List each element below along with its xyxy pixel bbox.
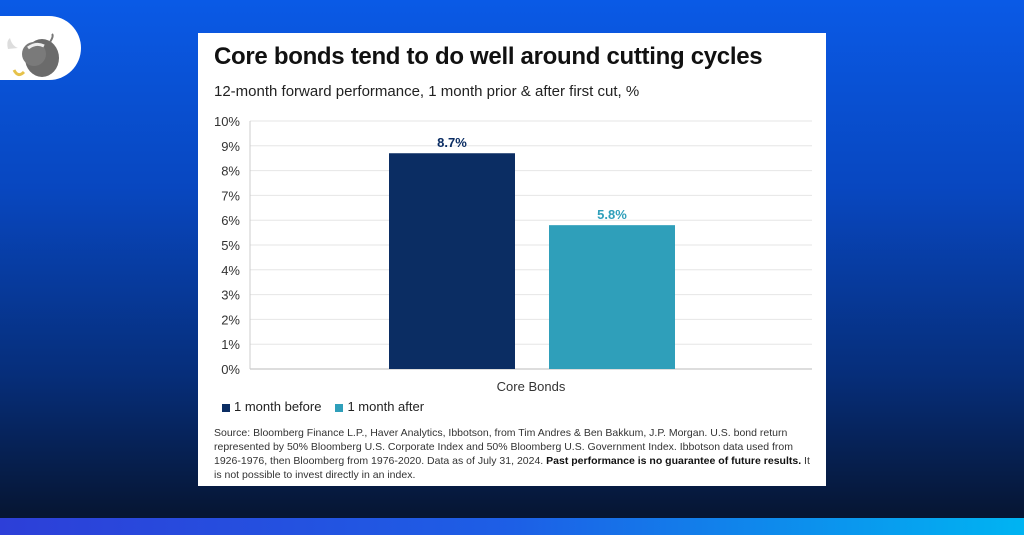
chart-title: Core bonds tend to do well around cuttin… — [214, 43, 763, 70]
y-tick-label: 2% — [221, 312, 240, 327]
data-label: 5.8% — [597, 207, 627, 222]
source-note: Source: Bloomberg Finance L.P., Haver An… — [214, 426, 814, 482]
legend-label: 1 month before — [234, 399, 322, 414]
y-tick-label: 9% — [221, 139, 240, 154]
bar-chart: 0% 1% 2% 3% 4% 5% 6% 7% 8% 9% 10% 8.7% 5.8% Core Bond… — [214, 114, 812, 393]
chart-subtitle: 12-month forward performance, 1 month pr… — [214, 83, 640, 100]
bar-after — [549, 225, 675, 369]
y-tick-label: 6% — [221, 213, 240, 228]
bar-before — [389, 153, 515, 369]
y-tick-label: 7% — [221, 188, 240, 203]
legend-label: 1 month after — [347, 399, 425, 414]
legend-item-after: 1 month after — [335, 399, 424, 414]
source-text: Source: Bloomberg Finance L.P., Haver An… — [214, 427, 793, 467]
logo-badge[interactable] — [0, 16, 81, 80]
y-tick-label: 0% — [221, 362, 240, 377]
legend-swatch — [335, 403, 344, 412]
legend: 1 month before 1 month after — [222, 399, 424, 414]
bull-mascot-icon — [7, 33, 59, 77]
legend-swatch — [222, 403, 230, 412]
chart-card: Core bonds tend to do well around cuttin… — [198, 33, 826, 486]
disclaimer-bold: Past performance is no guarantee of futu… — [546, 455, 802, 467]
y-tick-label: 1% — [221, 337, 240, 352]
data-label: 8.7% — [437, 135, 467, 150]
bottom-strip — [0, 518, 1024, 535]
y-tick-label: 8% — [221, 164, 240, 179]
disclaimer-text: It is not possible to invest directly in… — [214, 455, 810, 481]
x-category-label: Core Bonds — [497, 379, 566, 393]
y-tick-label: 5% — [221, 238, 240, 253]
y-tick-label: 4% — [221, 263, 240, 278]
legend-item-before: 1 month before — [222, 399, 321, 414]
y-tick-label: 10% — [214, 114, 240, 129]
y-tick-label: 3% — [221, 288, 240, 303]
